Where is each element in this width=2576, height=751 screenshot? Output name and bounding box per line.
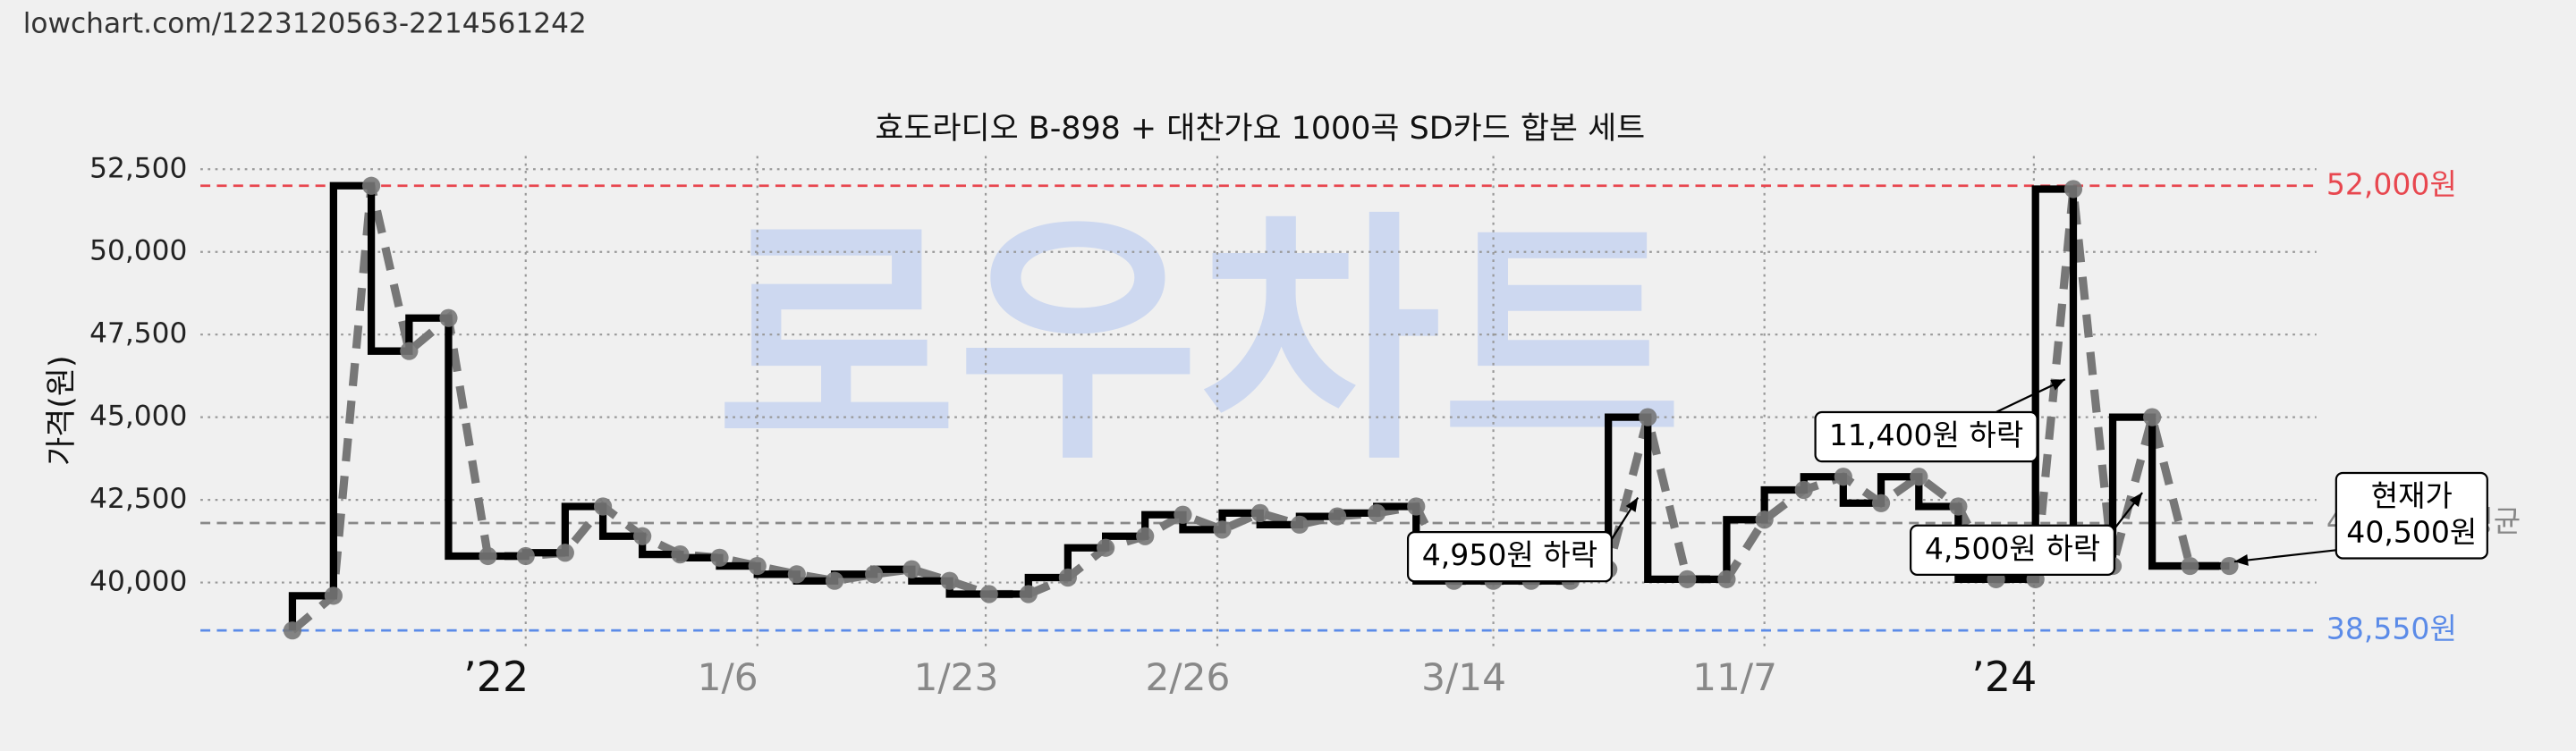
- point: [362, 176, 381, 195]
- point: [1174, 505, 1192, 524]
- point: [516, 546, 535, 566]
- point: [787, 565, 806, 584]
- annotation-arrow: [2233, 549, 2336, 563]
- point: [1058, 568, 1077, 587]
- annotation-box: [1814, 410, 2038, 463]
- point: [1639, 408, 1657, 426]
- x-tick-label: ’22: [463, 653, 529, 701]
- y-tick-label: 52,500: [89, 152, 187, 184]
- x-tick-label: 1/6: [698, 655, 758, 699]
- point: [671, 545, 690, 564]
- point: [1678, 570, 1697, 588]
- annotation-arrowhead: [2233, 554, 2249, 566]
- point: [902, 560, 921, 578]
- annotation-text: 40,500원: [2346, 514, 2477, 549]
- reference-label: 38,550원: [2326, 612, 2457, 646]
- x-tick-label: ’24: [1971, 653, 2037, 701]
- point: [633, 527, 652, 545]
- point: [1097, 538, 1115, 557]
- point: [1136, 527, 1155, 545]
- y-tick-label: 40,000: [89, 566, 187, 598]
- watermark: 로우차트: [716, 190, 1682, 495]
- point: [1250, 503, 1269, 522]
- point: [1794, 480, 1813, 500]
- point: [2143, 408, 2162, 426]
- point: [1834, 468, 1852, 486]
- y-tick-label: 42,500: [89, 483, 187, 515]
- annotation-arrowhead: [2129, 493, 2143, 508]
- x-tick-label: 3/14: [1421, 655, 1506, 699]
- annotation-text: 현재가: [2371, 478, 2453, 513]
- point: [1019, 585, 1038, 603]
- point: [865, 565, 884, 584]
- annotation-box: [2334, 471, 2488, 560]
- point: [1213, 520, 1232, 539]
- point: [593, 497, 613, 516]
- point: [710, 548, 729, 567]
- point: [748, 556, 767, 576]
- point: [479, 546, 497, 566]
- point: [825, 571, 844, 590]
- point: [1717, 570, 1736, 588]
- point: [1368, 503, 1386, 522]
- reference-label: 52,000원: [2326, 166, 2457, 201]
- y-tick-label: 45,000: [89, 401, 187, 433]
- chart-title: 효도라디오 B-898 + 대찬가요 1000곡 SD카드 합본 세트: [875, 111, 1645, 147]
- x-tick-label: 11/7: [1692, 655, 1777, 699]
- url: lowchart.com/1223120563-2214561242: [23, 8, 587, 40]
- annotation-arrowhead: [1625, 497, 1639, 512]
- annotation-text: 11,400원 하락: [1829, 418, 2023, 452]
- point: [1407, 497, 1426, 516]
- annotation-arrowhead: [2050, 379, 2065, 391]
- point: [979, 585, 998, 603]
- point: [2181, 556, 2199, 576]
- point: [1949, 497, 1968, 516]
- point: [1755, 511, 1774, 529]
- annotation-box: [1406, 531, 1613, 583]
- point: [1290, 515, 1309, 534]
- point: [1871, 494, 1891, 512]
- annotation-text: 4,500원 하락: [1925, 531, 2100, 566]
- trend-line: [289, 184, 2230, 634]
- point: [400, 342, 419, 360]
- point: [940, 571, 959, 590]
- y-tick-label: 50,000: [89, 235, 187, 267]
- point: [2063, 180, 2083, 198]
- point: [1910, 468, 1928, 486]
- x-tick-label: 1/23: [914, 655, 999, 699]
- annotation-box: [1910, 524, 2115, 576]
- point: [283, 621, 302, 640]
- x-tick-label: 2/26: [1146, 655, 1231, 699]
- point: [555, 544, 574, 562]
- annotation-text: 4,950원 하락: [1422, 537, 1597, 572]
- point: [439, 308, 458, 327]
- y-tick-label: 47,500: [89, 317, 187, 350]
- point: [324, 586, 343, 605]
- y-axis-label: 가격(원): [44, 355, 80, 465]
- point: [2220, 556, 2239, 576]
- point: [1328, 507, 1347, 526]
